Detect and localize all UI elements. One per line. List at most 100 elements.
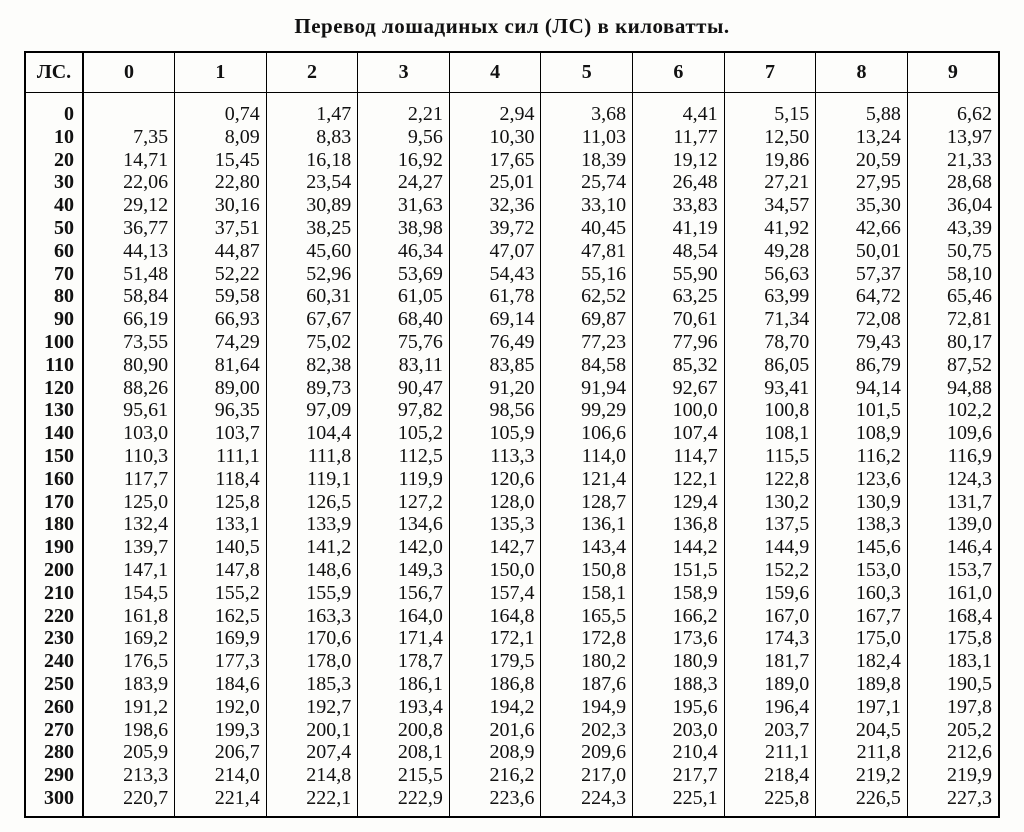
col-header: 3 — [358, 52, 450, 93]
table-row: 140103,0103,7104,4105,2105,9106,6107,410… — [25, 422, 999, 445]
cell: 87,52 — [907, 354, 999, 377]
cell: 116,2 — [816, 445, 908, 468]
cell: 72,81 — [907, 308, 999, 331]
cell: 2,94 — [449, 103, 541, 126]
cell: 128,0 — [449, 491, 541, 514]
cell: 194,9 — [541, 696, 633, 719]
cell: 172,1 — [449, 627, 541, 650]
cell: 15,45 — [175, 149, 267, 172]
cell: 80,90 — [83, 354, 175, 377]
cell: 215,5 — [358, 764, 450, 787]
table-corner-label: ЛС. — [25, 52, 83, 93]
cell: 35,30 — [816, 194, 908, 217]
cell: 100,0 — [633, 399, 725, 422]
cell: 195,6 — [633, 696, 725, 719]
cell: 137,5 — [724, 513, 816, 536]
cell: 12,50 — [724, 126, 816, 149]
cell: 46,34 — [358, 240, 450, 263]
cell: 112,5 — [358, 445, 450, 468]
cell: 18,39 — [541, 149, 633, 172]
cell: 84,58 — [541, 354, 633, 377]
cell: 144,9 — [724, 536, 816, 559]
cell: 8,09 — [175, 126, 267, 149]
cell: 167,7 — [816, 605, 908, 628]
cell: 108,9 — [816, 422, 908, 445]
cell: 33,10 — [541, 194, 633, 217]
col-header: 2 — [266, 52, 358, 93]
cell: 120,6 — [449, 468, 541, 491]
cell: 52,96 — [266, 263, 358, 286]
cell: 198,6 — [83, 719, 175, 742]
cell: 1,47 — [266, 103, 358, 126]
table-row: 160117,7118,4119,1119,9120,6121,4122,112… — [25, 468, 999, 491]
cell: 164,0 — [358, 605, 450, 628]
cell: 47,07 — [449, 240, 541, 263]
spacer-row — [25, 810, 999, 817]
cell: 192,7 — [266, 696, 358, 719]
cell: 80,17 — [907, 331, 999, 354]
cell: 131,7 — [907, 491, 999, 514]
row-label: 260 — [25, 696, 83, 719]
cell: 71,34 — [724, 308, 816, 331]
cell: 168,4 — [907, 605, 999, 628]
cell: 25,74 — [541, 171, 633, 194]
cell: 118,4 — [175, 468, 267, 491]
cell: 192,0 — [175, 696, 267, 719]
cell: 179,5 — [449, 650, 541, 673]
cell: 128,7 — [541, 491, 633, 514]
cell: 75,02 — [266, 331, 358, 354]
cell: 103,0 — [83, 422, 175, 445]
row-label: 200 — [25, 559, 83, 582]
cell: 136,1 — [541, 513, 633, 536]
col-header: 5 — [541, 52, 633, 93]
cell: 49,28 — [724, 240, 816, 263]
cell: 142,7 — [449, 536, 541, 559]
cell: 169,2 — [83, 627, 175, 650]
cell: 160,3 — [816, 582, 908, 605]
cell: 62,52 — [541, 285, 633, 308]
cell: 110,3 — [83, 445, 175, 468]
cell: 29,12 — [83, 194, 175, 217]
cell: 180,9 — [633, 650, 725, 673]
row-label: 210 — [25, 582, 83, 605]
cell: 202,3 — [541, 719, 633, 742]
table-row: 270198,6199,3200,1200,8201,6202,3203,020… — [25, 719, 999, 742]
table-row: 290213,3214,0214,8215,5216,2217,0217,721… — [25, 764, 999, 787]
cell: 193,4 — [358, 696, 450, 719]
cell: 103,7 — [175, 422, 267, 445]
cell: 186,1 — [358, 673, 450, 696]
col-header: 7 — [724, 52, 816, 93]
cell: 173,6 — [633, 627, 725, 650]
table-row: 260191,2192,0192,7193,4194,2194,9195,619… — [25, 696, 999, 719]
cell: 200,8 — [358, 719, 450, 742]
cell: 201,6 — [449, 719, 541, 742]
cell: 95,61 — [83, 399, 175, 422]
row-label: 270 — [25, 719, 83, 742]
cell: 208,1 — [358, 741, 450, 764]
cell: 158,9 — [633, 582, 725, 605]
cell: 111,8 — [266, 445, 358, 468]
cell: 122,1 — [633, 468, 725, 491]
table-row: 6044,1344,8745,6046,3447,0747,8148,5449,… — [25, 240, 999, 263]
cell: 223,6 — [449, 787, 541, 810]
cell: 121,4 — [541, 468, 633, 491]
table-header-row: ЛС. 0 1 2 3 4 5 6 7 8 9 — [25, 52, 999, 93]
cell: 176,5 — [83, 650, 175, 673]
cell: 91,20 — [449, 377, 541, 400]
table-body: 00,741,472,212,943,684,415,155,886,62107… — [25, 93, 999, 817]
table-row: 5036,7737,5138,2538,9839,7240,4541,1941,… — [25, 217, 999, 240]
cell: 4,41 — [633, 103, 725, 126]
cell: 133,1 — [175, 513, 267, 536]
cell: 77,96 — [633, 331, 725, 354]
cell: 126,5 — [266, 491, 358, 514]
cell: 203,0 — [633, 719, 725, 742]
cell: 169,9 — [175, 627, 267, 650]
cell: 66,93 — [175, 308, 267, 331]
cell: 92,67 — [633, 377, 725, 400]
table-row: 280205,9206,7207,4208,1208,9209,6210,421… — [25, 741, 999, 764]
cell: 116,9 — [907, 445, 999, 468]
cell: 105,2 — [358, 422, 450, 445]
cell: 58,84 — [83, 285, 175, 308]
table-row: 210154,5155,2155,9156,7157,4158,1158,915… — [25, 582, 999, 605]
cell: 214,0 — [175, 764, 267, 787]
